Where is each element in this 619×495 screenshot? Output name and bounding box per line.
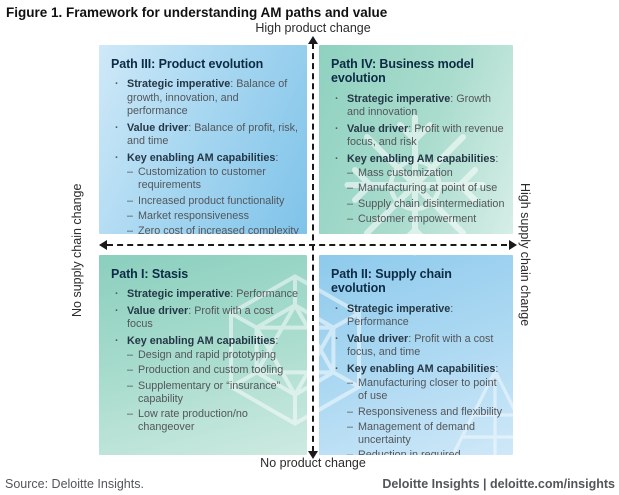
bullet-value-driver: Value driver: Balance of profit, risk, a… [111, 122, 299, 149]
bullet-key-capabilities: Key enabling AM capabilities: Manufactur… [331, 363, 505, 455]
capability-item: Manufacturing at point of use [347, 182, 505, 195]
quadrant-title: Path III: Product evolution [111, 57, 264, 71]
capability-item: Mass customization [347, 167, 505, 180]
capability-item: Manufacturing closer to point of use [347, 377, 505, 403]
capability-item: Zero cost of increased complexity [127, 225, 299, 234]
arrow-left-icon [99, 240, 107, 250]
deloitte-footer-brand: Deloitte Insights | deloitte.com/insight… [382, 477, 615, 491]
capabilities-list: Mass customization Manufacturing at poin… [347, 167, 505, 226]
source-note: Source: Deloitte Insights. [5, 477, 144, 491]
bullet-strategic-imperative: Strategic imperative: Performance [331, 303, 505, 330]
arrow-right-icon [509, 240, 517, 250]
bullet-key-capabilities: Key enabling AM capabilities: Mass custo… [331, 153, 505, 226]
bullet-value-driver: Value driver: Profit with a cost focus, … [331, 333, 505, 360]
arrow-down-icon [308, 451, 318, 459]
quadrant-bullet-list: Strategic imperative: Performance Value … [111, 288, 299, 434]
quadrant-path-4-business-model-evolution: Path IV: Business model evolution Strate… [319, 45, 513, 234]
figure-title: Figure 1. Framework for understanding AM… [6, 5, 388, 20]
capability-item: Production and custom tooling [127, 364, 299, 377]
quadrant-bullet-list: Strategic imperative: Performance Value … [331, 303, 505, 455]
capability-item: Increased product functionality [127, 195, 299, 208]
axis-label-no-product-change: No product change [260, 456, 366, 470]
quadrant-bullet-list: Strategic imperative: Growth and innovat… [331, 93, 505, 226]
axis-label-high-supply-chain-change: High supply chain change [518, 183, 532, 327]
capability-item: Supplementary or “insurance” capability [127, 380, 299, 406]
capability-item: Design and rapid prototyping [127, 349, 299, 362]
bullet-strategic-imperative: Strategic imperative: Performance [111, 288, 299, 302]
bullet-strategic-imperative: Strategic imperative: Growth and innovat… [331, 93, 505, 120]
horizontal-axis-line [107, 244, 507, 246]
axis-label-high-product-change: High product change [255, 21, 371, 35]
capability-item: Responsiveness and flexibility [347, 406, 505, 419]
vertical-axis-line [312, 43, 314, 452]
bullet-key-capabilities: Key enabling AM capabilities: Customizat… [111, 152, 299, 234]
capabilities-list: Customization to customer requirements I… [127, 166, 299, 234]
capability-item: Customer empowerment [347, 213, 505, 226]
arrow-up-icon [308, 36, 318, 44]
bullet-key-capabilities: Key enabling AM capabilities: Design and… [111, 335, 299, 435]
quadrant-bullet-list: Strategic imperative: Balance of growth,… [111, 78, 299, 234]
capability-item: Supply chain disintermediation [347, 198, 505, 211]
capability-item: Reduction in required inventory [347, 449, 505, 455]
capability-item: Market responsiveness [127, 210, 299, 223]
capabilities-list: Manufacturing closer to point of use Res… [347, 377, 505, 455]
bullet-value-driver: Value driver: Profit with revenue focus,… [331, 123, 505, 150]
quadrant-path-1-stasis: Path I: Stasis Strategic imperative: Per… [99, 255, 307, 455]
capability-item: Customization to customer requirements [127, 166, 299, 192]
capability-item: Management of demand uncertainty [347, 421, 505, 447]
bullet-strategic-imperative: Strategic imperative: Balance of growth,… [111, 78, 299, 118]
bullet-value-driver: Value driver: Profit with a cost focus [111, 305, 299, 332]
quadrant-title: Path IV: Business model evolution [331, 57, 474, 86]
quadrant-title: Path II: Supply chain evolution [331, 267, 452, 296]
quadrant-path-3-product-evolution: Path III: Product evolution Strategic im… [99, 45, 307, 234]
capabilities-list: Design and rapid prototyping Production … [127, 349, 299, 434]
quadrant-path-2-supply-chain-evolution: Path II: Supply chain evolution Strategi… [319, 255, 513, 455]
capability-item: Low rate production/no changeover [127, 408, 299, 434]
axis-label-no-supply-chain-change: No supply chain change [70, 183, 84, 317]
quadrant-title: Path I: Stasis [111, 267, 189, 281]
